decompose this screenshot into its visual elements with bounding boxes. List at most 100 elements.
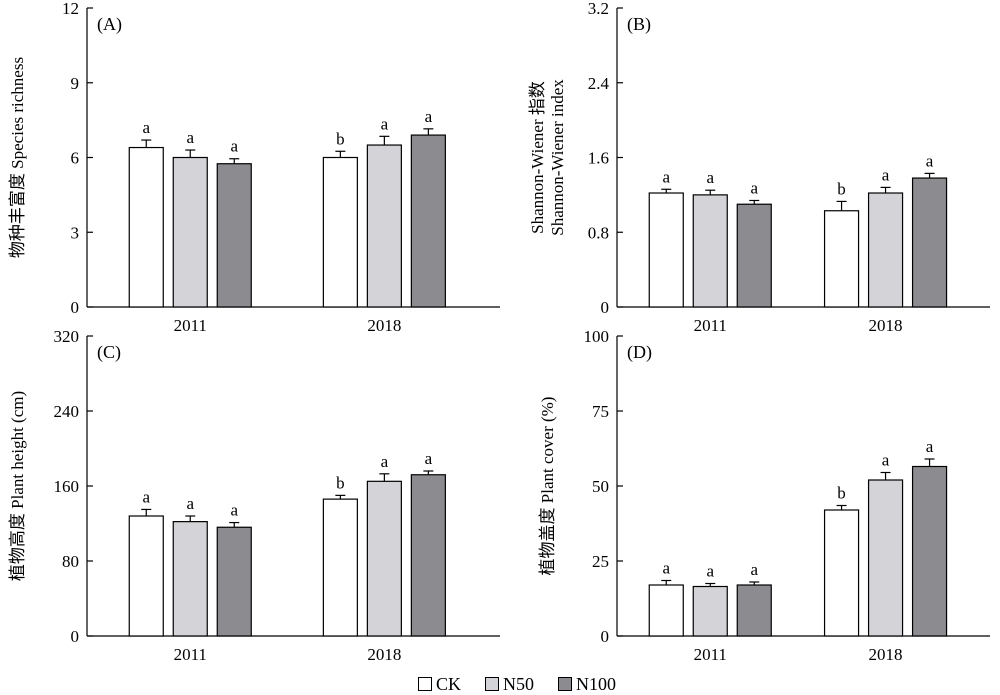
significance-letter: a — [230, 137, 238, 156]
y-tick-label: 0 — [601, 627, 610, 646]
bar-ck — [823, 509, 860, 637]
y-tick-label: 25 — [592, 552, 609, 571]
bar-ck — [648, 192, 684, 308]
bar-n50 — [867, 479, 904, 637]
panel-d: 0 25 50 75 100 (D) 植物盖度 Plant cover (%) a a a 2011… — [538, 327, 990, 664]
significance-letter: a — [926, 151, 934, 170]
significance-letter: b — [336, 129, 345, 148]
y-tick-label: 160 — [54, 477, 80, 496]
y-tick-label: 3.2 — [588, 0, 609, 18]
legend-swatch-ck — [418, 677, 432, 691]
bar-n100 — [216, 163, 252, 308]
y-axis-label: 物种丰富度 Species richness — [8, 57, 27, 258]
y-tick-label: 240 — [54, 402, 80, 421]
bar-n100 — [216, 526, 252, 637]
y-tick-label: 12 — [62, 0, 79, 18]
bar-n100 — [911, 465, 948, 637]
significance-letter: a — [186, 128, 194, 147]
y-tick-label: 50 — [592, 477, 609, 496]
significance-letter: a — [186, 494, 194, 513]
bar-n100 — [736, 203, 772, 308]
bar-n50 — [867, 192, 904, 308]
bar-ck — [128, 515, 164, 637]
y-tick-label: 0 — [71, 298, 80, 317]
legend-item-n50: N50 — [485, 674, 534, 695]
bar-n100 — [736, 584, 772, 637]
significance-letter: a — [662, 167, 670, 186]
legend-label-ck: CK — [436, 673, 462, 694]
x-tick-label: 2018 — [869, 316, 903, 335]
significance-letter: b — [336, 473, 345, 492]
legend-swatch-n50 — [485, 677, 500, 691]
bar-n100 — [410, 134, 446, 308]
y-tick-label: 0.8 — [588, 223, 609, 242]
significance-letter: a — [662, 559, 670, 578]
legend-swatch-n100 — [558, 677, 573, 691]
y-axis-label: 植物高度 Plant height (cm) — [8, 391, 27, 581]
y-tick-label: 0 — [601, 298, 610, 317]
legend-item-n100: N100 — [558, 674, 616, 695]
y-axis-label-line1: Shannon-Wiener 指数 — [528, 81, 547, 234]
bar-ck — [823, 210, 860, 308]
significance-letter: b — [837, 179, 846, 198]
panel-label: (B) — [627, 14, 651, 35]
y-tick-label: 0 — [71, 627, 80, 646]
panel-b: 0 0.8 1.6 2.4 3.2 (B) Shannon-Wiener 指数Shannon… — [528, 0, 990, 335]
y-axis-label: 植物盖度 Plant cover (%) — [538, 397, 557, 576]
bar-ck — [128, 146, 164, 308]
legend-label-n100: N100 — [576, 673, 617, 694]
bar-n50 — [692, 194, 728, 308]
panel-c: 0 80 160 240 320 (C) 植物高度 Plant height (cm) a a a… — [8, 327, 500, 664]
panel-label: (D) — [627, 342, 652, 363]
y-axis-label-line2: Shannon-Wiener index — [548, 79, 567, 236]
significance-letter: b — [837, 484, 846, 503]
legend: CK N50 N100 — [418, 674, 640, 694]
bar-ck — [322, 156, 358, 308]
panel-label: (C) — [97, 342, 121, 363]
x-tick-label: 2018 — [367, 316, 401, 335]
significance-letter: a — [142, 118, 150, 137]
y-tick-label: 320 — [54, 327, 80, 346]
bar-n50 — [366, 144, 402, 308]
significance-letter: a — [706, 562, 714, 581]
significance-letter: a — [882, 165, 890, 184]
significance-letter: a — [381, 452, 389, 471]
bar-n100 — [911, 177, 948, 308]
y-tick-label: 3 — [71, 223, 80, 242]
bar-n50 — [172, 521, 208, 637]
y-tick-label: 75 — [592, 402, 609, 421]
legend-item-ck: CK — [418, 674, 461, 695]
x-tick-label: 2018 — [367, 645, 401, 664]
panel-label: (A) — [97, 14, 122, 35]
significance-letter: a — [882, 451, 890, 470]
bar-ck — [648, 584, 684, 637]
bar-n50 — [366, 480, 402, 637]
y-tick-label: 2.4 — [588, 74, 610, 93]
legend-label-n50: N50 — [503, 673, 535, 694]
significance-letter: a — [750, 560, 758, 579]
y-tick-label: 6 — [71, 149, 80, 168]
x-tick-label: 2011 — [174, 316, 207, 335]
y-tick-label: 1.6 — [588, 149, 609, 168]
y-tick-label: 80 — [62, 552, 79, 571]
significance-letter: a — [926, 437, 934, 456]
x-tick-label: 2011 — [694, 645, 727, 664]
bar-n50 — [172, 156, 208, 308]
y-tick-label: 100 — [584, 327, 610, 346]
significance-letter: a — [425, 449, 433, 468]
y-tick-label: 9 — [71, 74, 80, 93]
significance-letter: a — [142, 487, 150, 506]
panel-a: 0 3 6 9 12 (A) 物种丰富度 Species richness a a a 2011 b a… — [8, 0, 500, 335]
x-tick-label: 2018 — [869, 645, 903, 664]
bar-n50 — [692, 585, 728, 637]
significance-letter: a — [750, 178, 758, 197]
y-axis-label: Shannon-Wiener 指数Shannon-Wiener index — [528, 79, 567, 236]
x-tick-label: 2011 — [694, 316, 727, 335]
bar-n100 — [410, 474, 446, 637]
significance-letter: a — [230, 501, 238, 520]
significance-letter: a — [381, 114, 389, 133]
significance-letter: a — [425, 107, 433, 126]
x-tick-label: 2011 — [174, 645, 207, 664]
significance-letter: a — [706, 168, 714, 187]
